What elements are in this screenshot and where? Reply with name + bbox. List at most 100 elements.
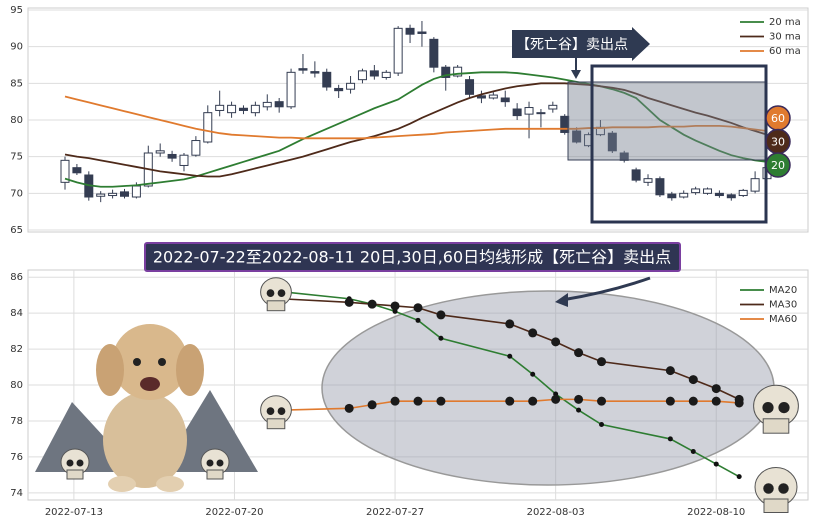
point	[734, 398, 744, 408]
point	[597, 357, 607, 367]
candle-body	[357, 70, 367, 81]
point	[574, 348, 584, 358]
dog-body	[103, 392, 187, 488]
candle-body	[203, 112, 213, 143]
point	[413, 396, 423, 406]
point	[711, 396, 721, 406]
candle-body	[667, 193, 677, 199]
point	[436, 310, 446, 320]
y-tick-label: 84	[10, 308, 23, 319]
ma-line	[64, 82, 768, 178]
overlays: 60 30 20 【死亡谷】卖出点 2022-07-22至2022-08-11 20日,…	[144, 27, 791, 307]
point	[530, 371, 536, 377]
point	[367, 400, 377, 410]
candle-body	[60, 159, 70, 183]
candle-body	[262, 101, 272, 108]
chart-title: 2022-07-22至2022-08-11 20日,30日,60日均线形成【死亡…	[153, 248, 671, 267]
candle-body	[96, 193, 106, 197]
point	[344, 403, 354, 413]
point	[574, 394, 584, 404]
candle-body	[286, 71, 296, 108]
candle-body	[679, 192, 689, 198]
y-tick-label: 78	[10, 416, 23, 427]
candle-body	[465, 79, 475, 95]
y-tick-label: 80	[10, 380, 23, 391]
point	[390, 301, 400, 311]
candle-body	[417, 31, 427, 34]
skull-eye	[277, 289, 286, 297]
point	[551, 394, 561, 404]
y-tick-label: 90	[10, 42, 23, 53]
candle-body	[512, 108, 522, 117]
badge-label: 30	[771, 136, 785, 149]
candle-body	[167, 153, 177, 159]
y-tick-label: 85	[10, 78, 23, 89]
candle-body	[381, 71, 391, 78]
point	[505, 319, 515, 329]
candle-body	[369, 70, 379, 77]
skull-jaw	[266, 418, 286, 430]
highlight-region	[567, 81, 767, 161]
badge-label: 20	[771, 159, 785, 172]
candle-body	[691, 188, 701, 194]
y-tick-label: 74	[10, 488, 23, 499]
skull-eye	[778, 483, 789, 494]
x-tick-label: 2022-08-10	[687, 507, 745, 518]
dog-paw	[156, 476, 184, 492]
annotation-box	[512, 27, 650, 61]
point	[576, 407, 582, 413]
y-tick-label: 75	[10, 152, 23, 163]
point	[528, 328, 538, 338]
x-tick-label: 2022-07-27	[366, 507, 424, 518]
skull-jaw	[266, 300, 286, 312]
candle-body	[191, 140, 201, 156]
dog-ear	[176, 344, 204, 396]
point	[688, 396, 698, 406]
point	[551, 337, 561, 347]
candle-body	[322, 71, 332, 88]
skull-eye	[206, 459, 214, 467]
candle-body	[750, 178, 760, 192]
point	[736, 474, 742, 480]
candle-body	[548, 104, 558, 110]
point	[507, 353, 513, 359]
dog-head	[112, 324, 188, 400]
badge-label: 60	[771, 112, 785, 125]
point	[665, 366, 675, 376]
x-tick-label: 2022-07-13	[45, 507, 103, 518]
candle-body	[524, 107, 534, 115]
legend-label: MA60	[769, 314, 797, 325]
candle-body	[560, 115, 570, 133]
candle-body	[738, 189, 748, 197]
candle-body	[453, 66, 463, 77]
skull-jaw	[763, 498, 789, 513]
candle-body	[227, 104, 237, 114]
annotation-arrowhead	[571, 70, 581, 79]
ma-line	[64, 95, 768, 140]
title-box	[144, 242, 681, 272]
candle-body	[488, 94, 498, 99]
point	[344, 297, 354, 307]
point	[690, 448, 696, 454]
dog-mouth	[140, 377, 160, 391]
point	[711, 384, 721, 394]
point	[413, 303, 423, 313]
candle-body	[274, 101, 284, 108]
skull-eye	[216, 459, 224, 467]
candle-body	[726, 194, 736, 199]
skull-eye	[778, 402, 790, 414]
ma-line	[64, 71, 768, 188]
candle-body	[155, 150, 165, 154]
annotation: 【死亡谷】卖出点	[516, 37, 628, 53]
candle-body	[536, 112, 546, 115]
candle-body	[215, 104, 225, 111]
candle-body	[334, 87, 344, 92]
point	[415, 317, 421, 323]
y-tick-label: 70	[10, 188, 23, 199]
badge	[765, 152, 791, 178]
dog-eye	[133, 358, 141, 366]
candle-body	[298, 68, 308, 71]
pointer-arrowhead	[555, 293, 568, 307]
candle-body	[441, 66, 451, 78]
